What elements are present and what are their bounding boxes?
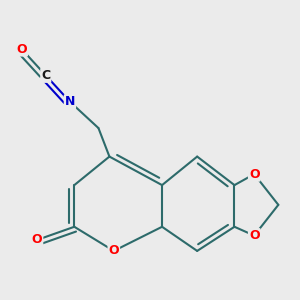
Text: O: O bbox=[249, 168, 260, 181]
Text: O: O bbox=[249, 229, 260, 242]
Text: C: C bbox=[41, 69, 50, 82]
Text: O: O bbox=[32, 233, 42, 246]
Text: O: O bbox=[16, 43, 27, 56]
Text: N: N bbox=[65, 95, 75, 108]
Text: O: O bbox=[109, 244, 119, 257]
